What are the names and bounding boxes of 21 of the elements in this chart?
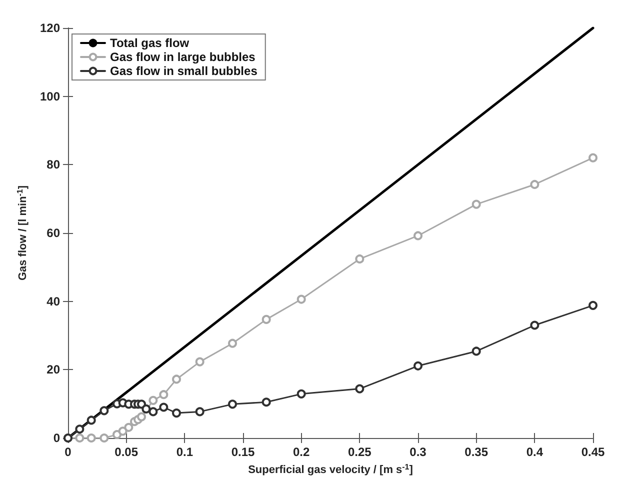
y-tick-label: 120 bbox=[40, 21, 60, 35]
x-tick-label: 0.1 bbox=[176, 445, 194, 459]
x-tick-label: 0.25 bbox=[348, 445, 372, 459]
y-tick-label: 60 bbox=[46, 226, 60, 240]
x-tick-label: 0.3 bbox=[410, 445, 427, 459]
x-tick-label: 0.15 bbox=[231, 445, 255, 459]
y-tick-label: 100 bbox=[40, 89, 60, 104]
y-tick-label: 80 bbox=[46, 158, 60, 172]
y-tick-label: 20 bbox=[46, 362, 60, 377]
legend-label: Gas flow in small bubbles bbox=[110, 64, 258, 78]
x-tick-label: 0.4 bbox=[526, 445, 544, 459]
x-tick-label: 0.2 bbox=[292, 445, 310, 459]
x-tick-label: 0.35 bbox=[464, 445, 488, 459]
legend-label: Total gas flow bbox=[110, 36, 190, 50]
legend-label: Gas flow in large bubbles bbox=[110, 50, 256, 64]
x-tick-label: 0 bbox=[64, 445, 72, 459]
y-tick-label: 40 bbox=[46, 294, 60, 308]
y-tick-label: 0 bbox=[53, 431, 60, 445]
x-tick-label: 0.45 bbox=[581, 445, 605, 459]
y-axis-title: Gas flow / [l min-1] bbox=[16, 185, 29, 281]
x-tick-label: 0.05 bbox=[114, 445, 138, 459]
